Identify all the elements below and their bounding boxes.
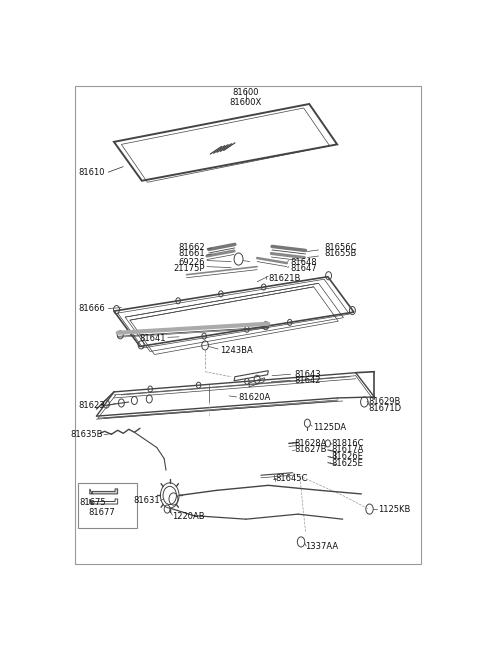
Text: 81675: 81675: [79, 497, 106, 506]
Text: 81816C: 81816C: [332, 439, 364, 448]
Text: 81626E: 81626E: [332, 452, 363, 461]
Text: 81600
81600X: 81600 81600X: [230, 88, 262, 107]
Text: 81645C: 81645C: [276, 474, 308, 483]
Text: 81661: 81661: [179, 249, 205, 258]
Text: 81647: 81647: [290, 264, 317, 273]
Bar: [78, 483, 137, 528]
Text: 81642: 81642: [294, 376, 321, 385]
Text: 81656C: 81656C: [324, 243, 357, 253]
Text: 81643: 81643: [294, 370, 321, 379]
Text: 1243BA: 1243BA: [220, 346, 252, 355]
Text: 1125KB: 1125KB: [378, 504, 410, 514]
Text: 81671D: 81671D: [369, 404, 402, 413]
Text: 81666: 81666: [78, 304, 105, 313]
Text: 81629B: 81629B: [369, 398, 401, 407]
Text: 1220AB: 1220AB: [172, 512, 204, 521]
Text: 1337AA: 1337AA: [305, 543, 339, 552]
Text: 81635B: 81635B: [70, 430, 103, 440]
Polygon shape: [90, 489, 118, 494]
Text: 81621B: 81621B: [268, 274, 300, 283]
Text: 81627B: 81627B: [294, 445, 327, 455]
Text: 1125DA: 1125DA: [313, 422, 346, 432]
Text: 81623: 81623: [78, 401, 105, 410]
Text: 81628A: 81628A: [294, 439, 327, 448]
Text: 81625E: 81625E: [332, 459, 363, 468]
Text: 81662: 81662: [179, 243, 205, 253]
Text: 81631: 81631: [134, 496, 160, 505]
Text: 81677: 81677: [89, 508, 115, 517]
Text: 81617A: 81617A: [332, 445, 364, 455]
Text: 81648: 81648: [290, 258, 317, 266]
Text: 69226: 69226: [179, 258, 205, 266]
Text: 81620A: 81620A: [239, 394, 271, 402]
Text: 21175P: 21175P: [174, 264, 205, 273]
Text: 81641: 81641: [140, 334, 166, 343]
Text: 81610: 81610: [78, 168, 105, 176]
Text: 81655B: 81655B: [324, 249, 357, 258]
